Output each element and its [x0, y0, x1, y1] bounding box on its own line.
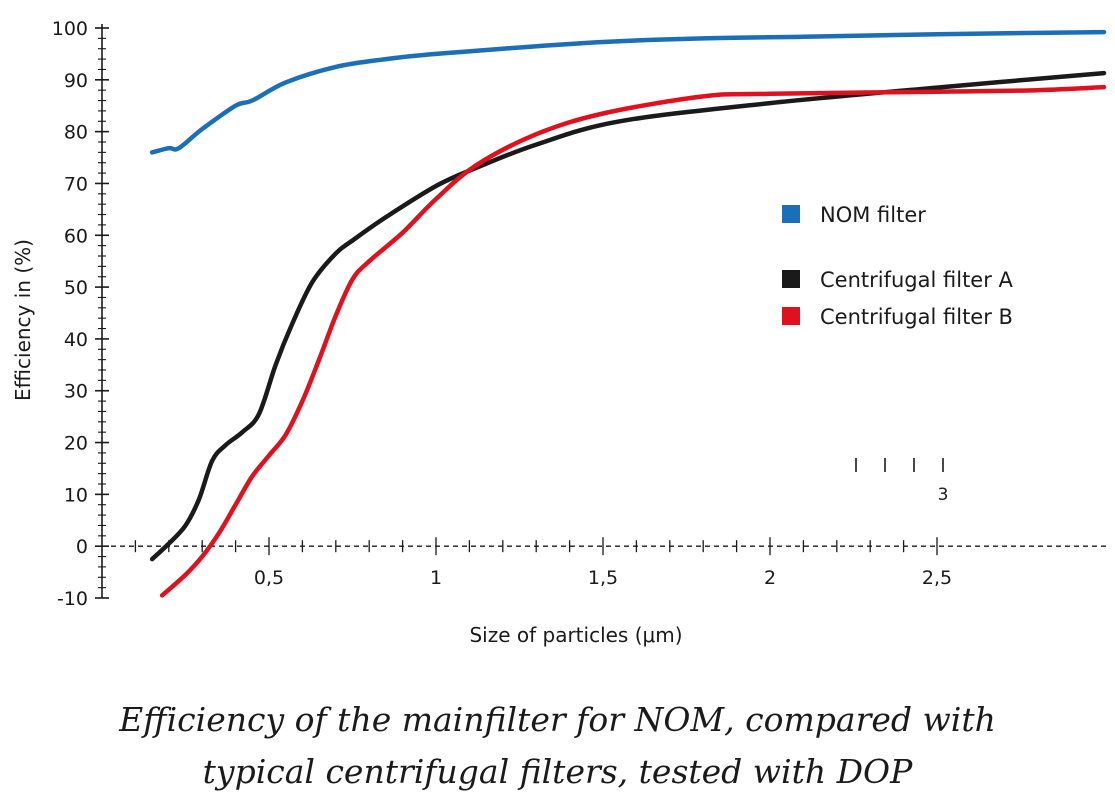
- series-lines: [149, 29, 1107, 598]
- x-tick-label: 0,5: [254, 567, 284, 589]
- legend-label-centrifugal-filter-a: Centrifugal filter A: [820, 268, 1014, 292]
- y-tick-label: 90: [64, 70, 88, 92]
- axes: [95, 24, 1108, 599]
- y-tick-label: 80: [64, 122, 88, 144]
- legend-swatch-nom-filter: [782, 205, 800, 223]
- y-tick-label: 20: [64, 433, 88, 455]
- legend-label-nom-filter: NOM filter: [820, 203, 926, 227]
- x-tick-label: 2,5: [922, 567, 952, 589]
- series-line-centrifugal-filter-a: [149, 70, 1107, 562]
- legend: NOM filter Centrifugal filter A Centrifuga…: [782, 203, 1014, 329]
- x-tick-label: 2: [764, 567, 776, 589]
- y-tick-label: 100: [52, 18, 88, 40]
- legend-swatch-centrifugal-filter-b: [782, 307, 800, 325]
- caption-line-2: typical centrifugal filters, tested with…: [202, 752, 913, 791]
- x-tick-label: 1: [430, 567, 442, 589]
- y-tick-label: 60: [64, 225, 88, 247]
- y-tick-label: 70: [64, 173, 88, 195]
- legend-label-centrifugal-filter-b: Centrifugal filter B: [820, 305, 1013, 329]
- y-tick-label: 40: [64, 329, 88, 351]
- x-tick-label: 1,5: [588, 567, 618, 589]
- y-tick-label: 0: [76, 536, 88, 558]
- y-axis-title: Efficiency in (%): [11, 239, 35, 401]
- series-line-nom-filter: [149, 29, 1107, 155]
- x-axis-title: Size of particles (μm): [469, 623, 682, 647]
- y-tick-label: 10: [64, 484, 88, 506]
- mini-scale-label: 3: [938, 485, 949, 505]
- legend-swatch-centrifugal-filter-a: [782, 270, 800, 288]
- y-tick-label: 30: [64, 381, 88, 403]
- y-tick-label: 50: [64, 277, 88, 299]
- series-line-centrifugal-filter-b: [159, 84, 1107, 598]
- caption-line-1: Efficiency of the mainfilter for NOM, co…: [119, 700, 996, 739]
- y-tick-label: -10: [57, 588, 88, 610]
